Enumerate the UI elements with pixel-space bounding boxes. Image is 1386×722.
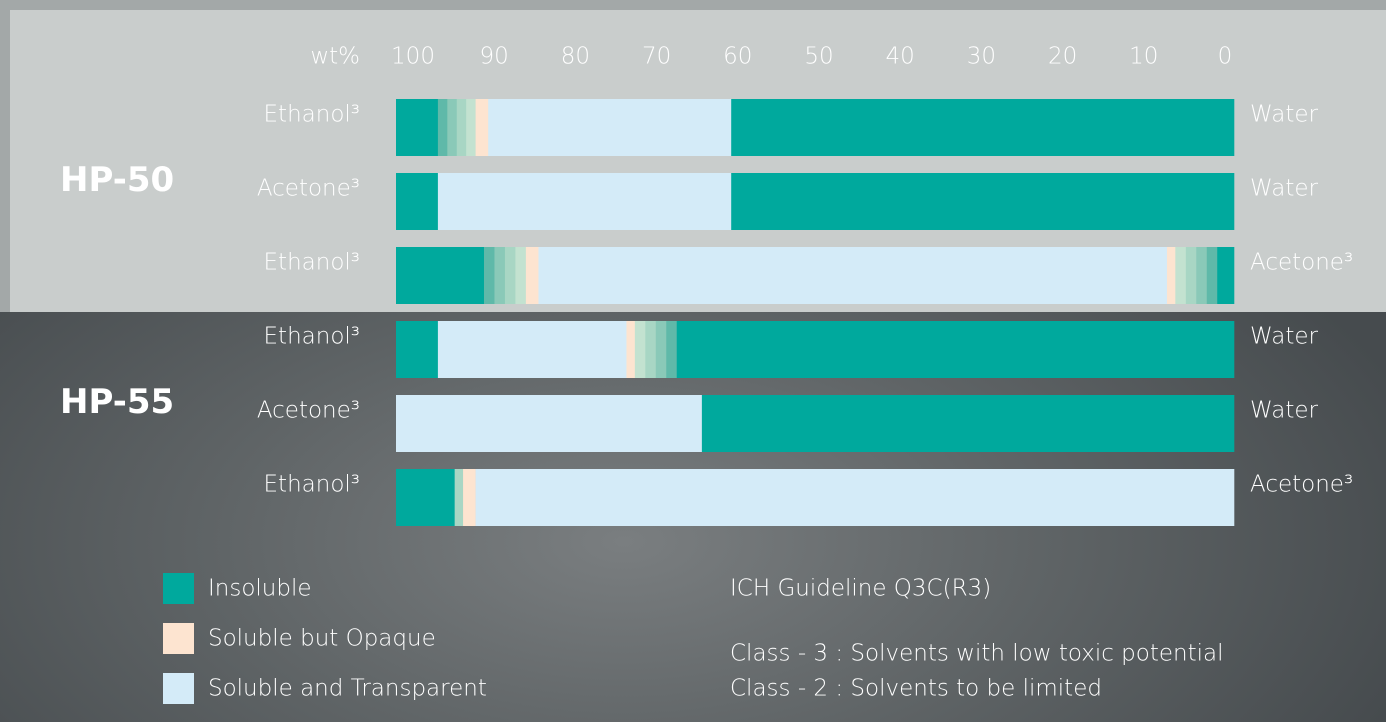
x-tick-label: 20 (1048, 44, 1077, 70)
transition-stripe (466, 99, 476, 156)
transition-stripe (655, 321, 667, 378)
legend-swatch (163, 673, 194, 704)
transition-stripe (634, 321, 646, 378)
transition-stripe (483, 247, 495, 304)
legend-label: Insoluble (208, 576, 312, 602)
segment (396, 321, 439, 378)
segment (676, 321, 1235, 378)
segment (475, 469, 1235, 526)
segment (396, 395, 703, 452)
legend-swatch (163, 623, 194, 654)
segment (701, 395, 1235, 452)
transition-stripe (1206, 247, 1218, 304)
segment (731, 99, 1235, 156)
x-tick-label: 50 (804, 44, 833, 70)
note: Class - 3 : Solvents with low toxic pote… (730, 641, 1224, 667)
x-tick-label: 60 (723, 44, 752, 70)
x-tick-label: 30 (967, 44, 996, 70)
legend-label: Soluble and Transparent (208, 676, 487, 702)
transition-stripe (1196, 247, 1208, 304)
segment (396, 469, 455, 526)
transition-stripe (494, 247, 506, 304)
segment (437, 173, 732, 230)
x-tick-label: 80 (561, 44, 590, 70)
segment (396, 99, 439, 156)
segment (396, 173, 439, 230)
x-tick-label: 90 (480, 44, 509, 70)
x-tick-label: 10 (1129, 44, 1158, 70)
note: ICH Guideline Q3C(R3) (730, 576, 991, 602)
row-right-label: Water (1250, 398, 1319, 424)
row-right-label: Water (1250, 324, 1319, 350)
transition-stripe (1185, 247, 1197, 304)
row-left-label: Ethanol³ (264, 472, 360, 498)
group-label: HP-50 (60, 160, 174, 200)
x-tick-label: 0 (1218, 44, 1233, 70)
segment (396, 247, 485, 304)
transition-stripe (456, 99, 467, 156)
transition-segment (1175, 247, 1218, 304)
transition-stripe (645, 321, 657, 378)
transition-stripe (454, 469, 464, 526)
transition-segment (634, 321, 678, 378)
axis-label: wt% (310, 44, 360, 70)
legend-label: Soluble but Opaque (208, 626, 436, 652)
transition-stripe (437, 99, 448, 156)
x-tick-label: 100 (391, 44, 435, 70)
segment (475, 99, 489, 156)
row-right-label: Acetone³ (1250, 250, 1353, 276)
segment (1217, 247, 1235, 304)
segment (731, 173, 1235, 230)
transition-segment (454, 469, 464, 526)
segment (1166, 247, 1176, 304)
transition-stripe (504, 247, 516, 304)
row-right-label: Water (1250, 176, 1319, 202)
row-right-label: Water (1250, 102, 1319, 128)
row-right-label: Acetone³ (1250, 472, 1353, 498)
group-label: HP-55 (60, 382, 174, 422)
note: Class - 2 : Solvents to be limited (730, 676, 1102, 702)
segment (538, 247, 1168, 304)
transition-stripe (1175, 247, 1187, 304)
segment (437, 321, 627, 378)
x-tick-label: 70 (642, 44, 671, 70)
segment (525, 247, 539, 304)
segment (463, 469, 476, 526)
transition-stripe (666, 321, 678, 378)
row-left-label: Ethanol³ (264, 250, 360, 276)
transition-stripe (515, 247, 527, 304)
row-left-label: Ethanol³ (264, 324, 360, 350)
transition-segment (483, 247, 527, 304)
segment (488, 99, 732, 156)
row-left-label: Ethanol³ (264, 102, 360, 128)
segment (626, 321, 636, 378)
x-tick-label: 40 (886, 44, 915, 70)
legend-swatch (163, 573, 194, 604)
row-left-label: Acetone³ (257, 176, 360, 202)
transition-segment (437, 99, 476, 156)
row-left-label: Acetone³ (257, 398, 360, 424)
transition-stripe (447, 99, 458, 156)
